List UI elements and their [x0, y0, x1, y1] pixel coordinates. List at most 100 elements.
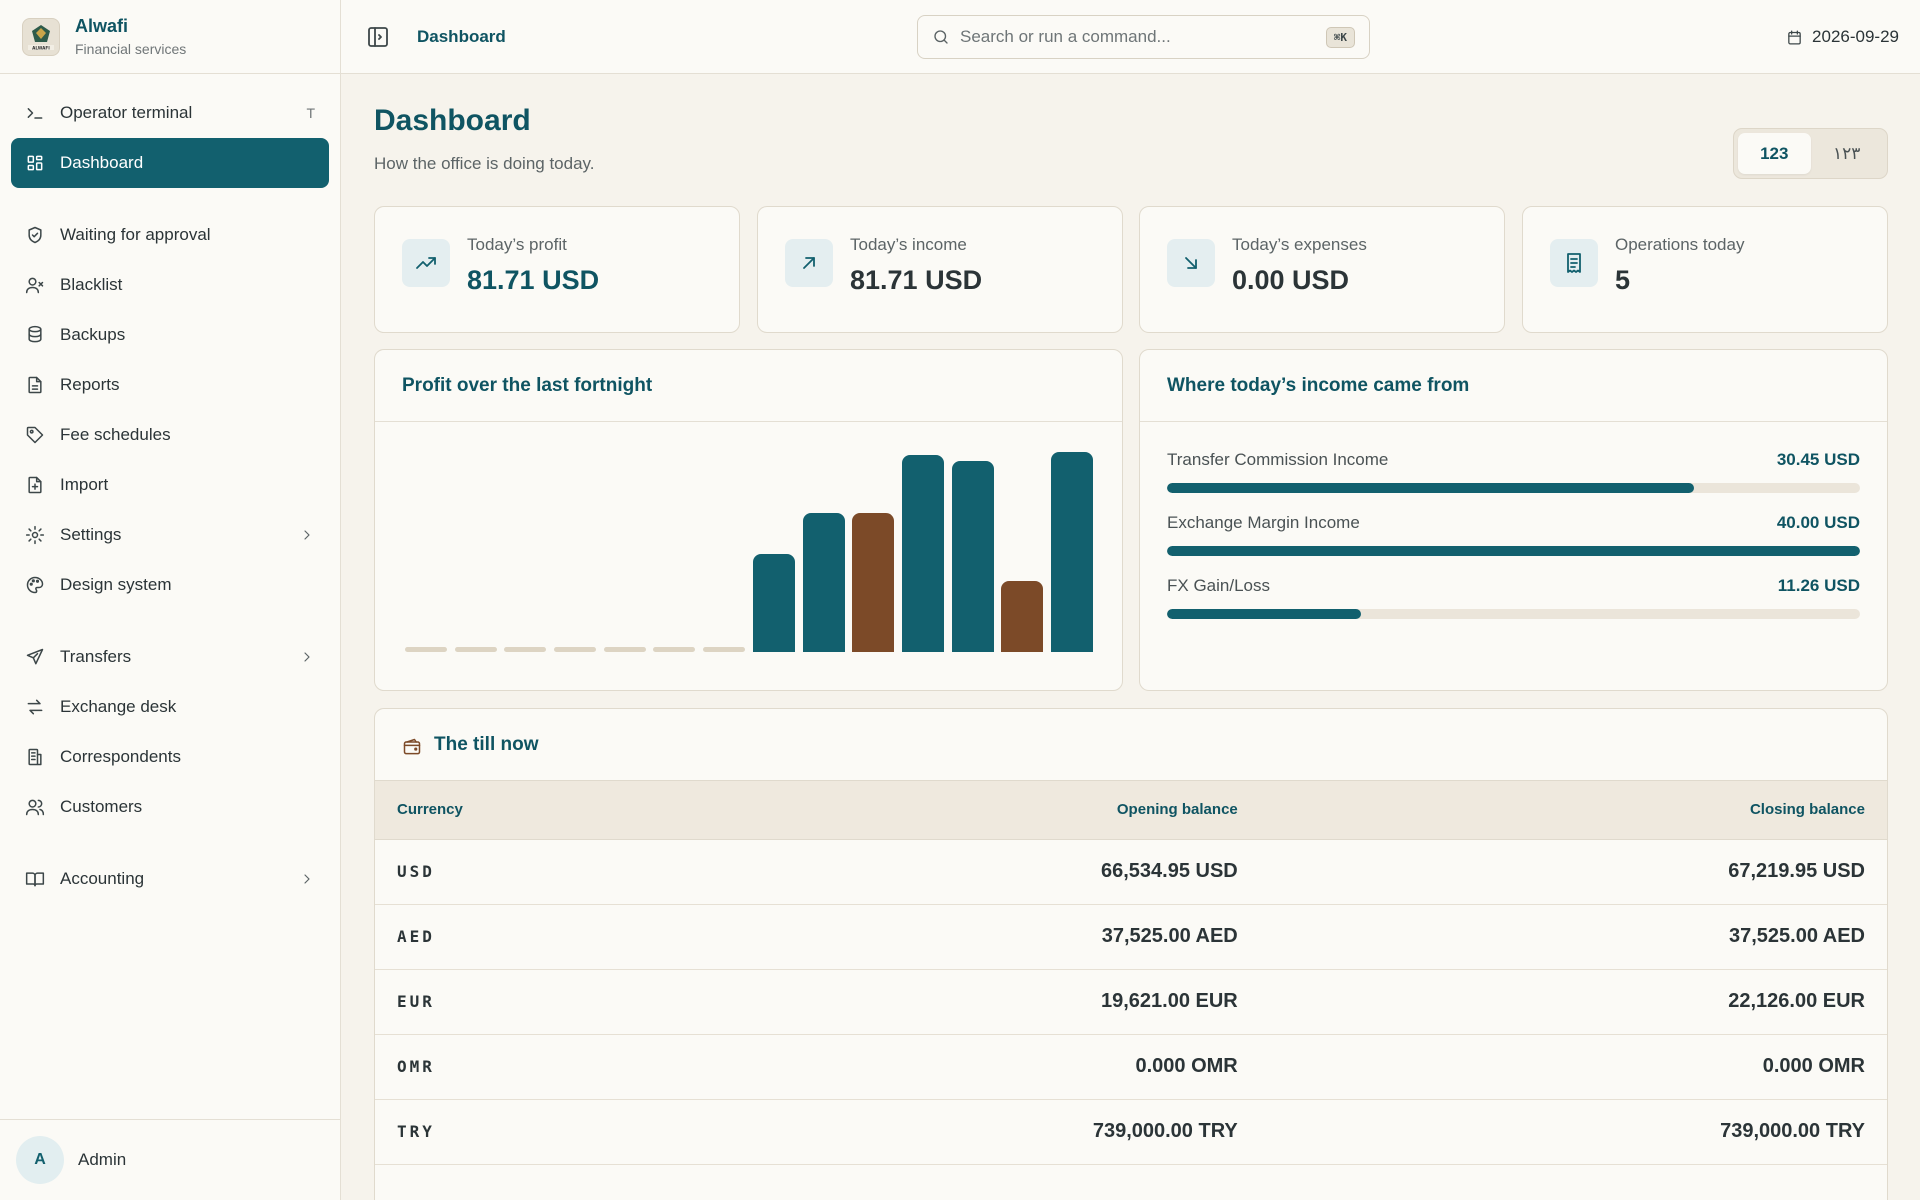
sidebar-item-label: Design system: [60, 575, 172, 594]
column-header-opening: Opening balance: [739, 781, 1260, 840]
closing-balance: 22,126.00 EUR: [1728, 990, 1865, 1012]
avatar: A: [16, 1136, 64, 1184]
opening-balance: 66,534.95 USD: [1100, 860, 1238, 882]
user-menu[interactable]: A Admin: [0, 1119, 340, 1200]
breadcrumb[interactable]: Dashboard: [417, 26, 506, 46]
chart-bar: [951, 461, 994, 652]
stat-card-operations: Operations today 5: [1522, 206, 1888, 333]
income-source-value: 40.00 USD: [1776, 513, 1860, 532]
stat-badge: [1167, 239, 1215, 287]
book-icon: [25, 872, 45, 887]
till-table: Currency Opening balance Closing balance…: [375, 781, 1887, 1165]
topbar: Dashboard ⌘K 2026-09-29: [341, 0, 1920, 74]
numeral-toggle: 123 ١٢٣: [1733, 128, 1888, 179]
sidebar-item-waiting-for-approval[interactable]: Waiting for approval: [11, 210, 329, 260]
stat-label: Today’s income: [850, 235, 967, 254]
search-input[interactable]: [960, 27, 1326, 47]
sidebar-toggle-icon[interactable]: [366, 25, 390, 49]
numeral-option-latin[interactable]: 123: [1738, 133, 1811, 174]
shortcut-hint: T: [306, 105, 315, 121]
arrow-down-right-icon: [1185, 257, 1197, 269]
till-title: The till now: [434, 733, 539, 755]
sidebar-item-label: Accounting: [60, 869, 145, 888]
closing-balance: 0.000 OMR: [1762, 1055, 1865, 1077]
sidebar-item-transfers[interactable]: Transfers: [11, 632, 329, 682]
date-text: 2026-09-29: [1812, 27, 1899, 46]
chart-bar: [603, 647, 646, 652]
sidebar-item-accounting[interactable]: Accounting: [11, 854, 329, 904]
current-date: 2026-09-29: [1786, 0, 1899, 74]
income-source-name: FX Gain/Loss: [1167, 576, 1270, 595]
income-sources-card: Where today’s income came from Transfer …: [1139, 349, 1888, 691]
income-source-value: 30.45 USD: [1776, 450, 1860, 469]
progress-track: [1167, 609, 1860, 619]
chevron-right-icon: [304, 652, 310, 662]
chart-bar: [703, 647, 746, 652]
chart-bar: [1001, 581, 1044, 652]
sidebar-item-label: Customers: [60, 797, 143, 816]
sidebar-item-fee-schedules[interactable]: Fee schedules: [11, 410, 329, 460]
svg-text:ALWAFI: ALWAFI: [32, 45, 50, 50]
page-subtitle: How the office is doing today.: [374, 154, 595, 173]
stat-value: 0.00 USD: [1232, 265, 1350, 295]
closing-balance: 739,000.00 TRY: [1720, 1120, 1865, 1142]
stat-value: 81.71 USD: [467, 265, 600, 295]
closing-balance: 37,525.00 AED: [1728, 925, 1865, 947]
sidebar-item-design-system[interactable]: Design system: [11, 560, 329, 610]
currency-code: TRY: [397, 1122, 435, 1141]
table-row: OMR 0.000 OMR 0.000 OMR: [375, 1034, 1887, 1099]
file-plus-icon: [28, 476, 42, 494]
income-source-name: Transfer Commission Income: [1167, 450, 1389, 469]
stat-badge: [785, 239, 833, 287]
sidebar-item-customers[interactable]: Customers: [11, 782, 329, 832]
currency-code: OMR: [397, 1057, 435, 1076]
file-text-icon: [28, 376, 42, 394]
sidebar-item-settings[interactable]: Settings: [11, 510, 329, 560]
user-name: Admin: [78, 1150, 127, 1169]
sidebar-item-operator-terminal[interactable]: Operator terminal T: [11, 88, 329, 138]
opening-balance: 37,525.00 AED: [1101, 925, 1238, 947]
nav-divider: [0, 832, 340, 854]
brand-subtitle: Financial services: [75, 41, 187, 57]
shortcut-badge: ⌘K: [1325, 26, 1355, 48]
sidebar-item-blacklist[interactable]: Blacklist: [11, 260, 329, 310]
sidebar-item-reports[interactable]: Reports: [11, 360, 329, 410]
chart-bar: [802, 513, 845, 652]
arrow-up-right-icon: [803, 257, 815, 269]
sidebar-item-dashboard[interactable]: Dashboard: [11, 138, 329, 188]
stat-badge: [402, 239, 450, 287]
wallet-icon: [403, 738, 421, 754]
income-source-row: Exchange Margin Income 40.00 USD: [1167, 513, 1860, 556]
chevron-right-icon: [304, 530, 310, 540]
opening-balance: 0.000 OMR: [1135, 1055, 1238, 1077]
page-title: Dashboard: [374, 104, 531, 137]
sidebar-item-import[interactable]: Import: [11, 460, 329, 510]
shield-check-icon: [28, 226, 42, 244]
sidebar-item-backups[interactable]: Backups: [11, 310, 329, 360]
chart-bar: [504, 647, 547, 652]
sidebar-item-label: Correspondents: [60, 747, 181, 766]
sidebar-item-label: Exchange desk: [60, 697, 177, 716]
table-row: AED 37,525.00 AED 37,525.00 AED: [375, 904, 1887, 969]
stat-label: Today’s expenses: [1232, 235, 1367, 254]
chevron-right-icon: [304, 874, 310, 884]
stat-label: Today’s profit: [467, 235, 567, 254]
calendar-icon: [1788, 29, 1801, 45]
table-row: TRY 739,000.00 TRY 739,000.00 TRY: [375, 1099, 1887, 1164]
chart-bar: [404, 647, 447, 652]
numeral-option-arabic[interactable]: ١٢٣: [1833, 143, 1861, 163]
chart-bar: [1051, 452, 1094, 652]
sidebar-item-label: Waiting for approval: [60, 225, 211, 244]
chart-bar: [852, 513, 895, 652]
currency-code: EUR: [397, 992, 435, 1011]
sidebar-nav: Operator terminal T Dashboard Waiting fo…: [0, 74, 340, 904]
sidebar-item-exchange-desk[interactable]: Exchange desk: [11, 682, 329, 732]
income-source-row: FX Gain/Loss 11.26 USD: [1167, 576, 1860, 619]
main-content: Dashboard How the office is doing today.…: [341, 74, 1920, 1200]
sidebar-item-label: Dashboard: [60, 153, 144, 172]
command-search[interactable]: ⌘K: [917, 15, 1370, 59]
sidebar-item-correspondents[interactable]: Correspondents: [11, 732, 329, 782]
bar-chart: [401, 440, 1097, 652]
swap-icon: [27, 699, 43, 715]
profit-chart-card: Profit over the last fortnight: [374, 349, 1123, 691]
